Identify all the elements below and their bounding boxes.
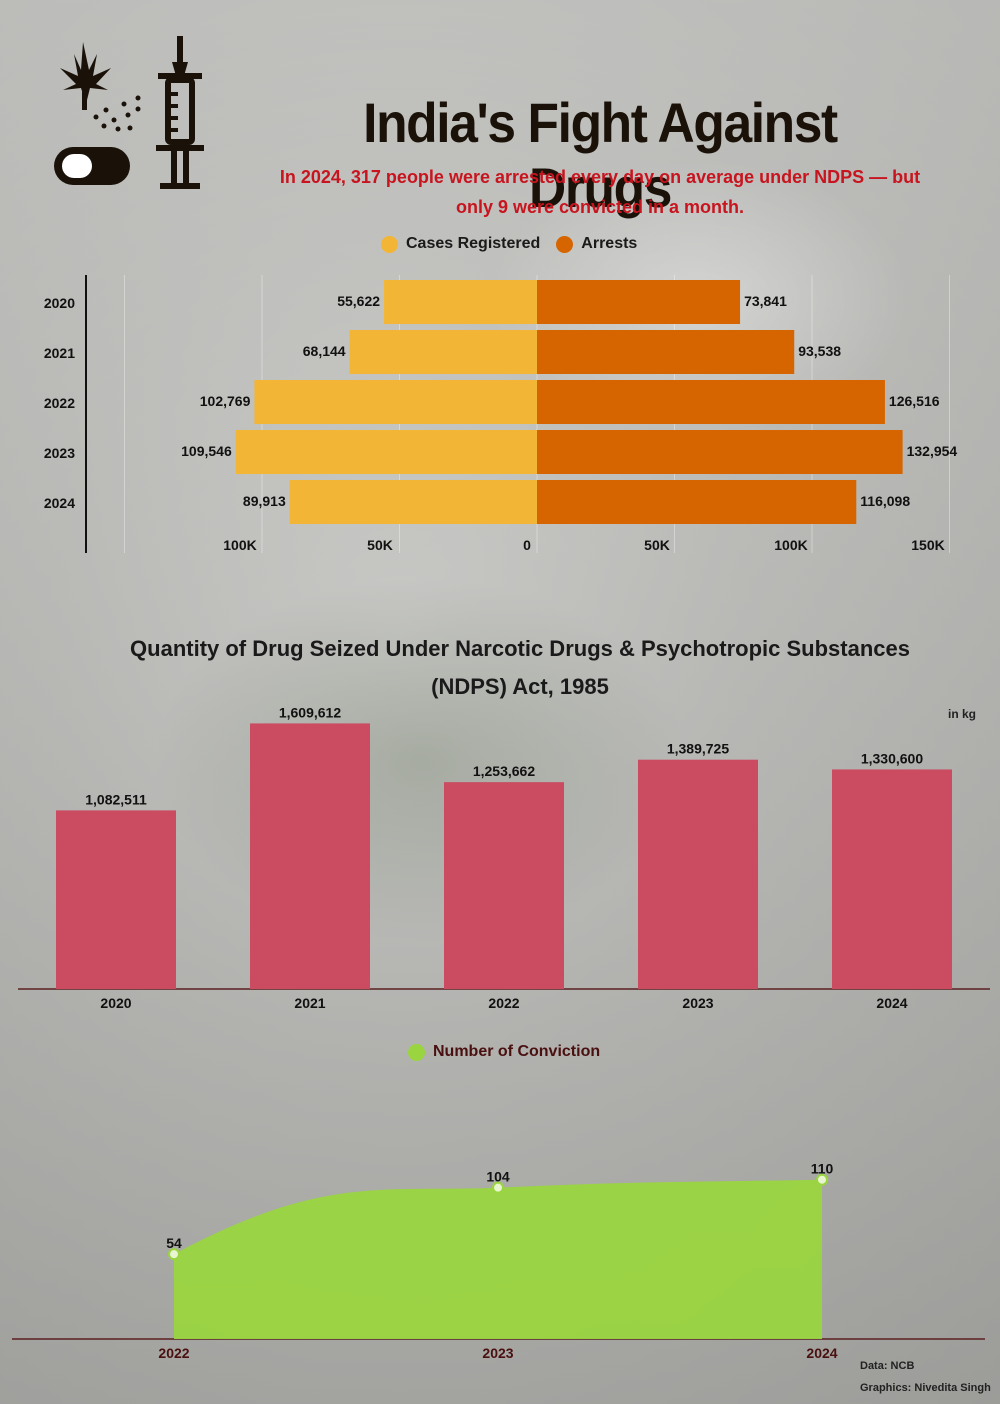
conviction-area-chart: 54 2022 104 2023 110 2024: [12, 1161, 985, 1361]
cases-bar: [235, 430, 537, 474]
x-tick-label: 50K: [367, 537, 393, 553]
seized-value-label: 1,082,511: [85, 791, 147, 807]
x-tick-label: 2023: [482, 1345, 513, 1361]
conviction-value-label: 54: [166, 1235, 182, 1251]
seized-value-label: 1,253,662: [473, 763, 535, 779]
page-title: India's Fight Against Drugs: [363, 91, 838, 219]
conviction-point: [168, 1248, 180, 1261]
arrests-value-label: 132,954: [907, 443, 958, 459]
seized-bar: [638, 759, 758, 989]
cases-value-label: 102,769: [200, 393, 251, 409]
legend-label-cases: Cases Registered: [406, 235, 541, 252]
arrests-value-label: 73,841: [744, 293, 787, 309]
conviction-area: [174, 1179, 822, 1339]
cases-value-label: 89,913: [243, 493, 286, 509]
seized-title-line-1: Quantity of Drug Seized Under Narcotic D…: [130, 636, 910, 661]
cases-value-label: 109,546: [181, 443, 232, 459]
x-tick-label: 2020: [100, 995, 131, 1011]
seized-bar: [250, 723, 370, 989]
cases-bar: [254, 380, 537, 424]
x-tick-label: 50K: [644, 537, 670, 553]
cases-bar: [384, 280, 537, 324]
seized-value-label: 1,609,612: [279, 704, 341, 720]
x-tick-label: 2024: [806, 1345, 837, 1361]
conviction-point: [816, 1173, 828, 1186]
legend-label-arrests: Arrests: [581, 235, 638, 252]
year-label: 2022: [44, 395, 75, 411]
x-tick-label: 2022: [488, 995, 519, 1011]
cases-color-swatch: [381, 235, 398, 253]
arrests-bar: [537, 280, 741, 324]
subtitle-line-1: In 2024, 317 people were arrested every …: [279, 167, 921, 187]
arrests-value-label: 126,516: [889, 393, 940, 409]
seized-value-label: 1,389,725: [667, 741, 729, 757]
year-label: 2023: [44, 445, 75, 461]
diverging-chart-legend: Cases Registered Arrests: [381, 235, 653, 253]
seized-title-line-2: (NDPS) Act, 1985: [431, 674, 609, 699]
year-label: 2021: [44, 345, 75, 361]
year-label: 2020: [44, 295, 75, 311]
x-tick-label: 2022: [158, 1345, 189, 1361]
conviction-value-label: 104: [486, 1169, 510, 1185]
seized-bar: [444, 782, 564, 989]
arrests-value-label: 116,098: [860, 493, 910, 509]
x-tick-label: 150K: [911, 537, 944, 553]
x-tick-label: 100K: [774, 537, 807, 553]
conviction-chart-legend: Number of Conviction: [408, 1043, 616, 1061]
x-tick-label: 2021: [294, 995, 325, 1011]
legend-label-conviction: Number of Conviction: [433, 1043, 601, 1060]
legend-item-arrests: Arrests: [556, 235, 637, 253]
seized-bar: [832, 769, 952, 989]
arrests-bar: [537, 380, 885, 424]
arrests-bar: [537, 480, 857, 524]
subtitle-line-2: only 9 were convicted in a month.: [455, 197, 745, 217]
arrests-bar: [537, 330, 795, 374]
legend-item-cases: Cases Registered: [381, 235, 540, 253]
x-tick-label: 0: [523, 537, 531, 553]
legend-item-conviction: Number of Conviction: [408, 1043, 600, 1061]
seized-unit-label: in kg: [948, 707, 977, 721]
arrests-color-swatch: [556, 235, 574, 253]
conviction-value-label: 110: [811, 1161, 834, 1177]
seized-bar: [56, 810, 176, 989]
drug-seized-chart: 1,082,511 2020 1,609,612 2021 1,253,662 2022 1…: [18, 704, 990, 1011]
cases-value-label: 68,144: [303, 343, 346, 359]
seized-chart-title: Quantity of Drug Seized Under Narcotic D…: [90, 630, 950, 706]
page-subtitle: In 2024, 317 people were arrested every …: [255, 162, 945, 222]
x-tick-label: 2024: [876, 995, 907, 1011]
drugs-syringe-icon: [54, 36, 204, 189]
x-tick-label: 100K: [223, 537, 256, 553]
cases-bar: [289, 480, 537, 524]
arrests-value-label: 93,538: [798, 343, 841, 359]
arrests-bar: [537, 430, 903, 474]
year-label: 2024: [44, 495, 75, 511]
conviction-color-swatch: [408, 1043, 425, 1061]
conviction-point: [492, 1181, 504, 1194]
graphics-credit: Graphics: Nivedita Singh: [860, 1382, 991, 1394]
cases-arrests-chart: 2020 55,622 73,841 2021 68,144 93,538 2022 102,…: [44, 275, 958, 553]
x-tick-label: 2023: [682, 995, 713, 1011]
seized-value-label: 1,330,600: [861, 750, 923, 766]
cases-value-label: 55,622: [337, 293, 380, 309]
data-source: Data: NCB: [860, 1360, 915, 1372]
cases-bar: [349, 330, 537, 374]
